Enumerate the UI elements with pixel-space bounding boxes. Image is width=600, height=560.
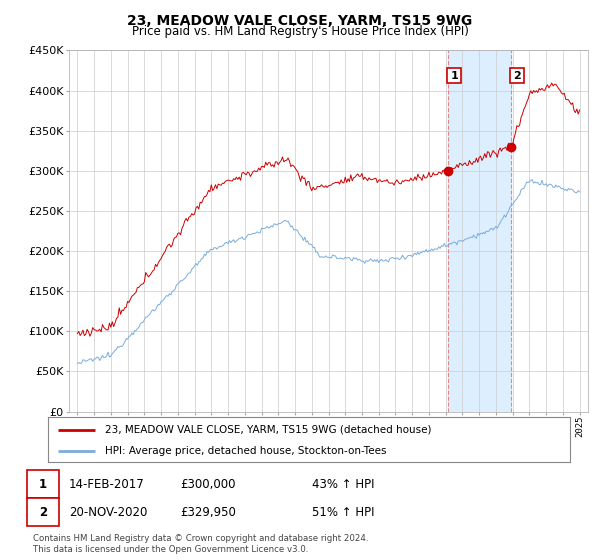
Text: 1: 1 xyxy=(450,71,458,81)
Text: 2: 2 xyxy=(513,71,521,81)
Text: 14-FEB-2017: 14-FEB-2017 xyxy=(69,478,145,491)
Text: £329,950: £329,950 xyxy=(180,506,236,519)
Text: 23, MEADOW VALE CLOSE, YARM, TS15 9WG (detached house): 23, MEADOW VALE CLOSE, YARM, TS15 9WG (d… xyxy=(106,424,432,435)
Text: 2: 2 xyxy=(39,506,47,519)
Text: 51% ↑ HPI: 51% ↑ HPI xyxy=(312,506,374,519)
Text: Contains HM Land Registry data © Crown copyright and database right 2024.: Contains HM Land Registry data © Crown c… xyxy=(33,534,368,543)
Text: 1: 1 xyxy=(39,478,47,491)
Text: 23, MEADOW VALE CLOSE, YARM, TS15 9WG: 23, MEADOW VALE CLOSE, YARM, TS15 9WG xyxy=(127,14,473,28)
Text: 20-NOV-2020: 20-NOV-2020 xyxy=(69,506,148,519)
Bar xyxy=(448,50,511,412)
Text: Price paid vs. HM Land Registry's House Price Index (HPI): Price paid vs. HM Land Registry's House … xyxy=(131,25,469,38)
Text: £300,000: £300,000 xyxy=(180,478,235,491)
Text: 43% ↑ HPI: 43% ↑ HPI xyxy=(312,478,374,491)
Text: This data is licensed under the Open Government Licence v3.0.: This data is licensed under the Open Gov… xyxy=(33,545,308,554)
Text: HPI: Average price, detached house, Stockton-on-Tees: HPI: Average price, detached house, Stoc… xyxy=(106,446,387,456)
